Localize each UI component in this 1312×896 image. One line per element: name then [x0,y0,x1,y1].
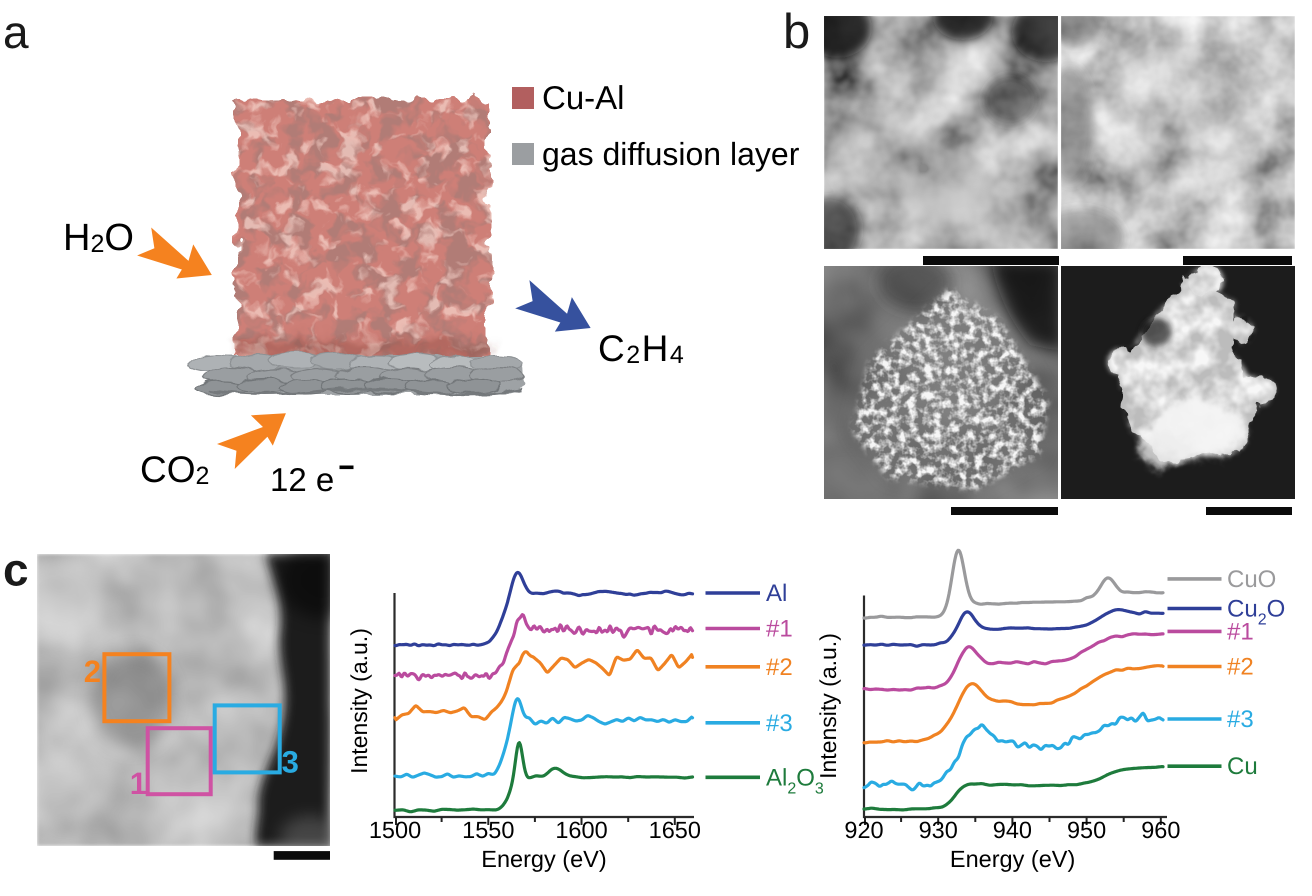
svg-text:Cu-Al: Cu-Al [542,79,625,116]
svg-text:950: 950 [1067,817,1106,843]
svg-text:Al: Al [766,580,787,607]
svg-text:1: 1 [130,766,147,801]
svg-text:CO2: CO2 [140,449,209,490]
svg-text:b: b [783,5,810,59]
svg-text:#1: #1 [766,616,793,643]
svg-text:940: 940 [993,817,1032,843]
svg-text:Energy (eV): Energy (eV) [481,846,606,872]
svg-text:#3: #3 [766,710,793,737]
svg-text:#2: #2 [766,654,793,681]
svg-text:2: 2 [84,654,101,689]
svg-text:930: 930 [919,817,958,843]
svg-text:1500: 1500 [369,817,421,843]
svg-text:920: 920 [844,817,883,843]
svg-text:1600: 1600 [555,817,607,843]
svg-text:c: c [3,544,29,596]
svg-text:#3: #3 [1227,706,1254,733]
svg-text:12 e: 12 e [270,461,334,498]
svg-text:Intensity (a.u.): Intensity (a.u.) [815,633,841,779]
svg-text:1650: 1650 [649,817,701,843]
svg-text:960: 960 [1141,817,1180,843]
svg-text:#2: #2 [1227,654,1254,681]
svg-text:Energy (eV): Energy (eV) [950,846,1075,872]
svg-text:Cu: Cu [1227,753,1258,780]
svg-text:CuO: CuO [1227,566,1276,593]
svg-text:gas diffusion layer: gas diffusion layer [542,136,800,172]
svg-text:1550: 1550 [462,817,514,843]
svg-text:Intensity (a.u.): Intensity (a.u.) [346,628,372,774]
svg-text:3: 3 [282,744,299,779]
svg-text:C2H4: C2H4 [598,328,685,369]
svg-text:H2O: H2O [63,217,134,259]
svg-text:#1: #1 [1227,618,1254,645]
svg-text:a: a [3,6,29,58]
